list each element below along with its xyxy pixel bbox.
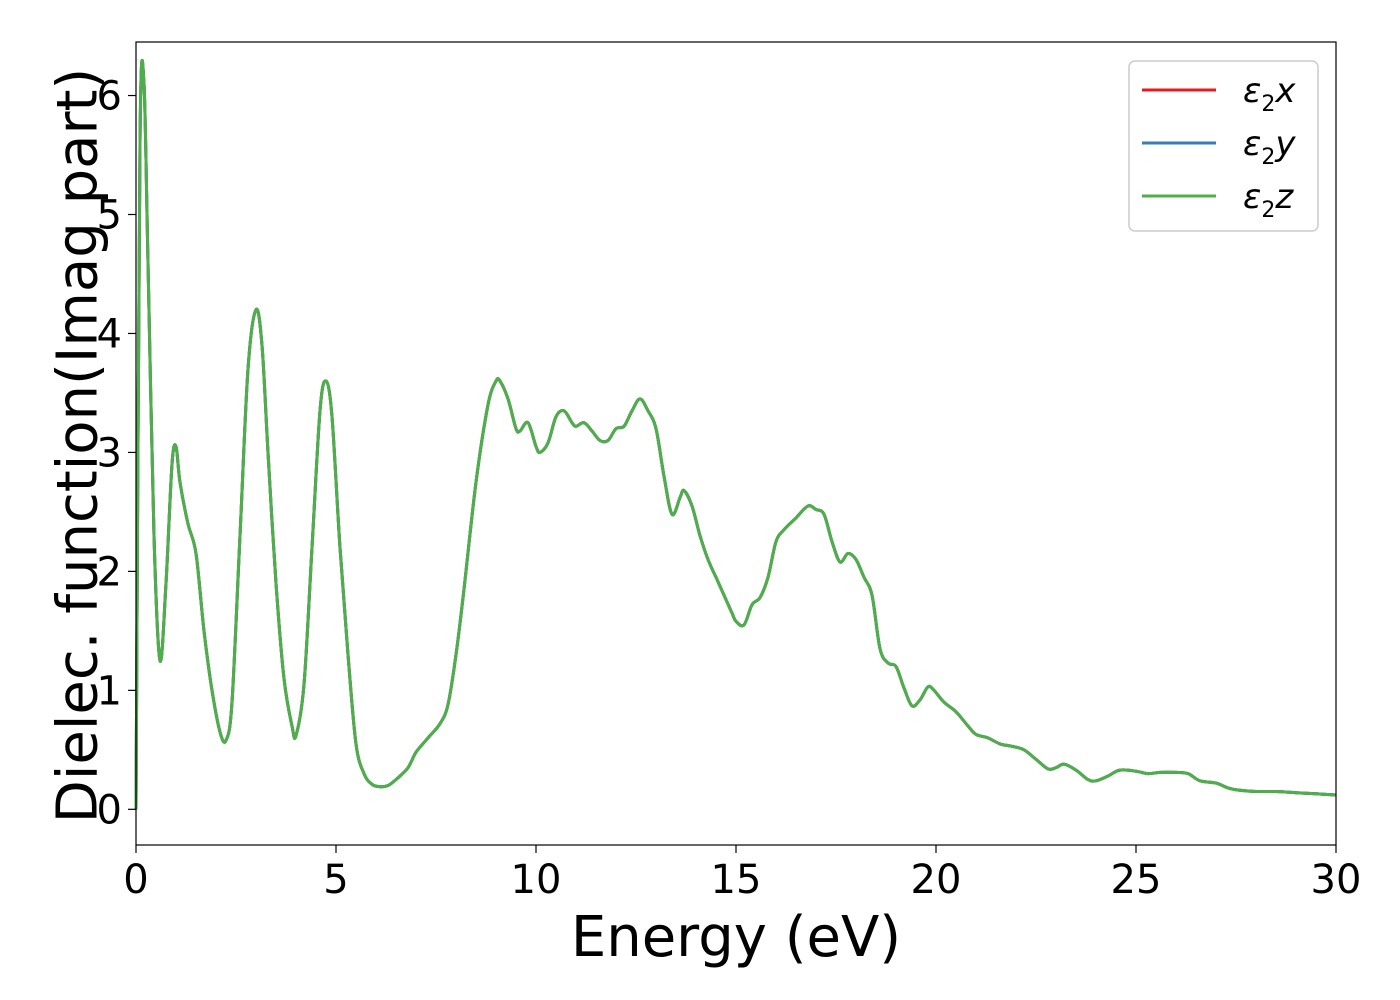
legend-label-y-sub: 2 [1261,145,1275,170]
legend-label-z-sub: 2 [1261,198,1275,223]
y-tick-label: 6 [97,74,122,120]
legend-box [1128,60,1319,232]
x-tick-label: 0 [123,857,148,903]
series-layer [134,59,1337,810]
x-tick-label: 15 [711,857,762,903]
y-tick-label: 2 [97,549,122,595]
legend-label-x-sub: 2 [1261,92,1275,117]
x-tick-label: 25 [1111,857,1162,903]
x-axis: 0 5 10 15 20 25 30 [123,845,1361,903]
x-tick-label: 10 [511,857,562,903]
legend-label-y: ε2y [1243,124,1296,170]
y-tick-label: 0 [97,787,122,833]
legend-label-z: ε2z [1243,177,1294,223]
legend: ε2x ε2y ε2z [1128,60,1319,232]
x-axis-label: Energy (eV) [571,905,901,970]
y-tick-label: 4 [97,311,122,357]
legend-label-z-var: z [1274,177,1294,217]
y-tick-label: 3 [97,430,122,476]
legend-label-z-base: ε [1243,177,1261,217]
x-tick-label: 5 [323,857,348,903]
legend-label-y-base: ε [1243,124,1261,164]
y-axis: 0 1 2 3 4 5 6 [97,74,136,833]
series-line-z [134,59,1337,810]
y-tick-label: 5 [97,192,122,238]
y-axis-label: Dielec. function(Imag part) [46,68,111,824]
x-tick-label: 20 [911,857,962,903]
legend-label-x-base: ε [1243,71,1261,111]
legend-label-x: ε2x [1243,71,1296,117]
y-tick-label: 1 [97,668,122,714]
x-tick-label: 30 [1311,857,1362,903]
legend-label-y-var: y [1274,124,1296,164]
legend-label-x-var: x [1274,71,1296,111]
